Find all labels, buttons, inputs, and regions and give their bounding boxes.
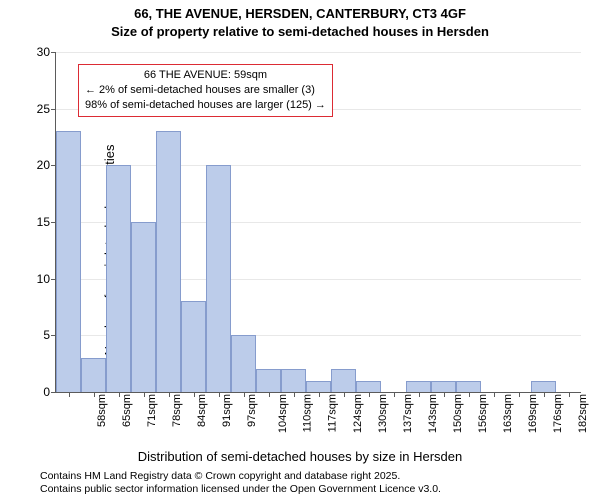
annotation-line3: 98% of semi-detached houses are larger (… [85, 98, 326, 113]
xtick-mark [194, 392, 195, 397]
chart-footer: Contains HM Land Registry data © Crown c… [40, 470, 441, 496]
xtick-mark [544, 392, 545, 397]
xtick-mark [369, 392, 370, 397]
xtick-label: 130sqm [377, 394, 389, 433]
xtick-label: 65sqm [121, 394, 133, 427]
xtick-mark [244, 392, 245, 397]
bar [306, 381, 331, 392]
annotation-line2: ← 2% of semi-detached houses are smaller… [85, 83, 326, 98]
footer-line1: Contains HM Land Registry data © Crown c… [40, 470, 441, 483]
ytick-label: 15 [37, 215, 56, 229]
xtick-mark [69, 392, 70, 397]
bar [531, 381, 556, 392]
xtick-mark [144, 392, 145, 397]
xtick-label: 117sqm [326, 394, 338, 432]
xtick-mark [494, 392, 495, 397]
bar [456, 381, 481, 392]
annotation-line1: 66 THE AVENUE: 59sqm [85, 68, 326, 83]
xtick-label: 71sqm [146, 394, 158, 427]
bar [131, 222, 156, 392]
bar [356, 381, 381, 392]
xtick-label: 124sqm [352, 394, 364, 433]
xtick-label: 97sqm [246, 394, 258, 427]
ytick-label: 30 [37, 45, 56, 59]
annotation-box: 66 THE AVENUE: 59sqm ← 2% of semi-detach… [78, 64, 333, 117]
xtick-mark [94, 392, 95, 397]
xtick-mark [444, 392, 445, 397]
gridline [56, 165, 581, 166]
ytick-label: 0 [43, 385, 56, 399]
xtick-mark [269, 392, 270, 397]
xtick-label: 182sqm [577, 394, 589, 433]
chart-title-line2: Size of property relative to semi-detach… [0, 24, 600, 39]
xtick-label: 150sqm [452, 394, 464, 433]
bar [206, 165, 231, 392]
xtick-mark [119, 392, 120, 397]
xtick-mark [519, 392, 520, 397]
xtick-mark [319, 392, 320, 397]
ytick-label: 5 [43, 328, 56, 342]
xtick-mark [219, 392, 220, 397]
chart-title-line1: 66, THE AVENUE, HERSDEN, CANTERBURY, CT3… [0, 6, 600, 21]
xtick-label: 110sqm [301, 394, 313, 432]
xtick-mark [394, 392, 395, 397]
bar [56, 131, 81, 392]
xtick-label: 78sqm [171, 394, 183, 427]
xtick-label: 137sqm [402, 394, 414, 433]
xtick-mark [294, 392, 295, 397]
xtick-mark [344, 392, 345, 397]
bar [81, 358, 106, 392]
chart-container: 66, THE AVENUE, HERSDEN, CANTERBURY, CT3… [0, 0, 600, 500]
xtick-label: 176sqm [552, 394, 564, 433]
xtick-label: 156sqm [477, 394, 489, 433]
footer-line2: Contains public sector information licen… [40, 483, 441, 496]
xtick-mark [169, 392, 170, 397]
xtick-label: 143sqm [427, 394, 439, 433]
bar [281, 369, 306, 392]
xtick-label: 163sqm [502, 394, 514, 433]
xtick-label: 84sqm [196, 394, 208, 427]
gridline [56, 52, 581, 53]
plot-area: 05101520253058sqm65sqm71sqm78sqm84sqm91s… [55, 52, 581, 393]
bar [231, 335, 256, 392]
bar [431, 381, 456, 392]
xtick-label: 91sqm [221, 394, 233, 427]
xtick-mark [569, 392, 570, 397]
bar [106, 165, 131, 392]
bar [181, 301, 206, 392]
bar [156, 131, 181, 392]
xtick-label: 169sqm [527, 394, 539, 433]
ytick-label: 25 [37, 102, 56, 116]
x-axis-label: Distribution of semi-detached houses by … [0, 449, 600, 464]
ytick-label: 10 [37, 272, 56, 286]
xtick-mark [419, 392, 420, 397]
ytick-label: 20 [37, 158, 56, 172]
bar [331, 369, 356, 392]
xtick-label: 104sqm [277, 394, 289, 433]
bar [256, 369, 281, 392]
xtick-label: 58sqm [96, 394, 108, 427]
bar [406, 381, 431, 392]
xtick-mark [469, 392, 470, 397]
